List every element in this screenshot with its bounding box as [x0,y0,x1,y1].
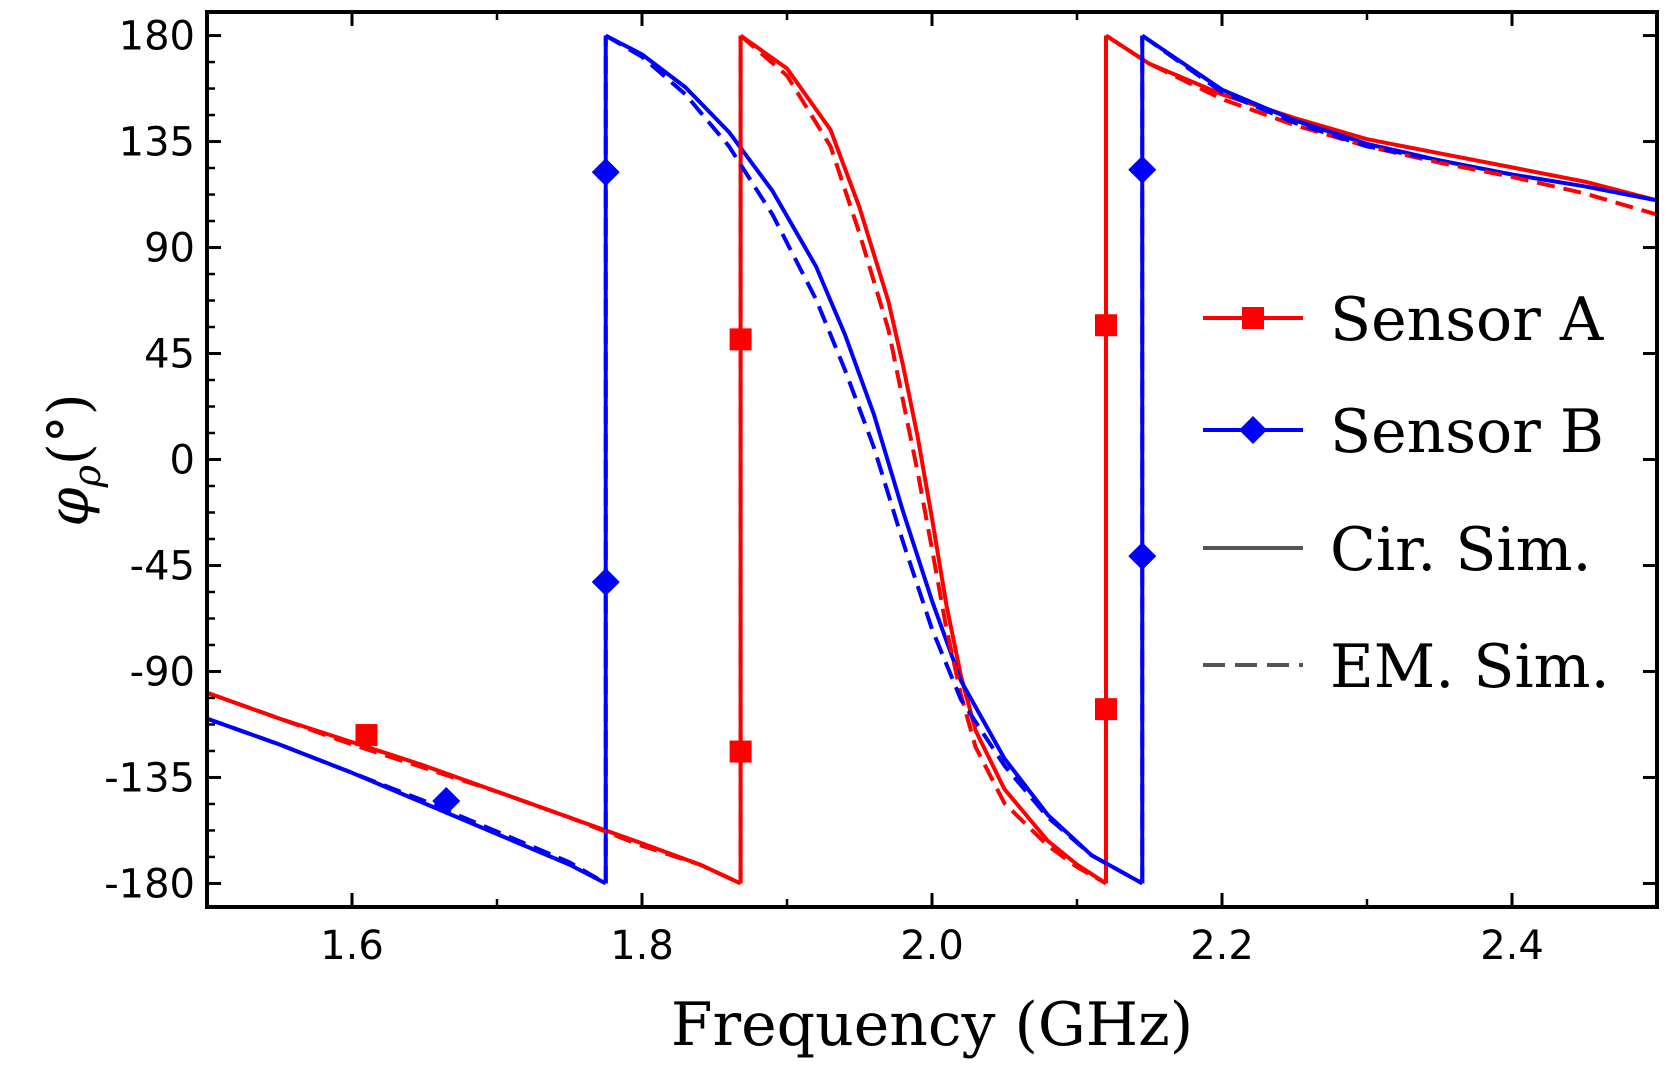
y-tick-label: 0 [170,438,195,484]
series-layer [207,33,1657,886]
legend-label: Sensor B [1330,397,1604,467]
data-point-sensor-a-4 [1095,314,1117,337]
legend-marker [1239,416,1267,444]
series-sensor-b-cir-sim--segment-3 [1141,33,1657,203]
y-tick-label: 180 [119,14,195,60]
y-axis-label: φρ(°) [37,393,109,526]
series-sensor-a-cir-sim--segment-3 [1104,33,1657,203]
y-tick-label: 45 [144,332,195,378]
data-point-sensor-a-5 [1095,698,1117,721]
series-sensor-a-cir-sim--segment-2 [739,33,1108,886]
y-tick-label: 135 [119,120,195,166]
y-tick-label: -135 [104,755,195,801]
x-tick-label: 2.2 [1190,923,1254,969]
series-sensor-a-em-sim--segment-3 [1104,33,1657,217]
legend-item-3: Cir. Sim. [1203,515,1592,585]
series-sensor-b-em-sim--segment-1 [207,716,607,886]
series-sensor-b-cir-sim--segment-1 [207,716,607,886]
series-sensor-a-em-sim--segment-1 [207,690,742,886]
data-point-sensor-b-10 [1128,542,1157,571]
y-axis-subscript: ρ [65,464,109,488]
x-axis-label: Frequency (GHz) [671,990,1193,1060]
y-tick-label: -180 [104,861,195,907]
series-sensor-b-cir-sim--segment-2 [604,33,1144,886]
tick-layer: 180 135 90 45 0 -45 -90 -135 -180 1.6 1.8 2.0 2.2 2.4 [104,12,1657,969]
y-tick-label: -90 [130,649,195,695]
data-point-sensor-b-9 [1128,155,1157,184]
data-point-sensor-a-1 [355,724,378,747]
y-tick-label: -45 [130,543,195,589]
y-axis-unit: (°) [37,393,102,465]
legend-label: EM. Sim. [1330,632,1610,702]
x-tick-label: 1.6 [320,923,384,969]
data-point-sensor-a-2 [729,328,752,351]
legend-marker [1242,307,1264,329]
y-tick-label: 90 [144,226,195,272]
svg-text:φρ(°): φρ(°) [37,393,109,526]
legend: Sensor A Sensor B Cir. Sim. EM. Sim. [1203,285,1610,702]
series-sensor-b-em-sim--segment-2 [604,33,1144,886]
data-point-sensor-b-7 [591,158,620,187]
legend-item-4: EM. Sim. [1203,632,1610,702]
series-sensor-b-em-sim--segment-3 [1141,33,1440,163]
data-point-sensor-b-8 [591,567,620,596]
legend-item-2: Sensor B [1203,397,1604,467]
x-tick-label: 1.8 [610,923,674,969]
data-point-sensor-a-3 [729,740,752,763]
legend-label: Cir. Sim. [1330,515,1592,585]
x-tick-label: 2.4 [1480,923,1544,969]
data-point-sensor-b-6 [432,787,461,816]
series-sensor-a-em-sim--segment-2 [739,34,1107,886]
y-axis-symbol: φ [37,487,102,526]
legend-item-1: Sensor A [1203,285,1604,355]
marker-layer [355,155,1157,816]
x-tick-label: 2.0 [900,923,964,969]
legend-label: Sensor A [1330,285,1604,355]
